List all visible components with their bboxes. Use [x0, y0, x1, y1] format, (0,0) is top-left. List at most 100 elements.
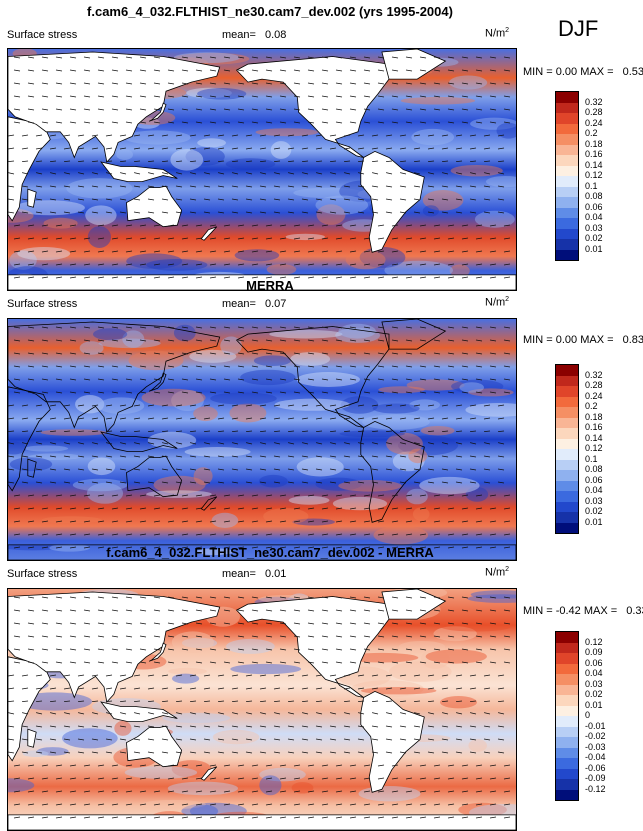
- wind-arrow: [413, 687, 421, 690]
- wind-arrow: [55, 635, 63, 638]
- wind-arrow: [469, 417, 477, 420]
- wind-arrow: [8, 417, 15, 420]
- wind-arrow: [307, 391, 315, 394]
- coastline: [100, 161, 178, 183]
- field-patch: [292, 518, 335, 526]
- wind-arrow: [503, 622, 511, 625]
- wind-arrow: [475, 596, 483, 599]
- wind-arrow: [405, 82, 413, 85]
- wind-arrow: [399, 417, 407, 420]
- field-patch: [240, 369, 296, 386]
- wind-arrow: [125, 507, 133, 510]
- wind-arrow: [167, 391, 175, 394]
- colorbar-tick-label: 0.08: [585, 191, 603, 201]
- wind-arrow: [386, 160, 393, 162]
- wind-arrow: [22, 160, 29, 162]
- wind-arrow: [307, 108, 315, 111]
- wind-arrow: [217, 674, 225, 677]
- wind-arrow: [405, 546, 413, 549]
- field-patch: [340, 396, 379, 414]
- wind-arrow: [195, 326, 203, 329]
- wind-arrow: [83, 95, 91, 98]
- wind-arrow: [391, 237, 399, 240]
- wind-arrow: [209, 326, 217, 329]
- wind-arrow: [335, 56, 343, 59]
- wind-arrow: [259, 674, 267, 677]
- colorbar-tick-label: 0.2: [585, 401, 598, 411]
- wind-arrow: [343, 147, 351, 150]
- wind-arrow: [232, 160, 239, 162]
- wind-arrow: [13, 82, 21, 85]
- colorbar-tick-label: 0.1: [585, 453, 598, 464]
- panel-1-colorbar-ticks: 0.32 0.28 0.24 0.2 0.18 0.16 0.14 0.12 0.1 0.08 0.…: [585, 91, 635, 261]
- wind-arrow: [251, 391, 259, 394]
- wind-arrow: [125, 790, 133, 793]
- field-patch: [146, 490, 212, 498]
- wind-arrow: [125, 365, 133, 368]
- wind-arrow: [330, 430, 337, 432]
- field-patch: [433, 626, 477, 642]
- wind-arrow: [335, 250, 343, 253]
- wind-arrow: [279, 326, 287, 329]
- wind-arrow: [91, 687, 99, 690]
- wind-arrow: [391, 224, 399, 227]
- wind-arrow: [475, 108, 483, 111]
- wind-arrow: [55, 121, 63, 124]
- wind-arrow: [97, 237, 105, 240]
- wind-arrow: [231, 147, 239, 150]
- wind-arrow: [41, 790, 49, 793]
- wind-arrow: [106, 442, 113, 445]
- wind-arrow: [405, 661, 413, 664]
- wind-arrow: [133, 687, 141, 690]
- wind-arrow: [419, 378, 427, 381]
- wind-arrow: [447, 622, 455, 625]
- wind-arrow: [461, 365, 469, 368]
- wind-arrow: [97, 507, 105, 510]
- wind-arrow: [265, 764, 273, 767]
- field-patch: [170, 149, 204, 171]
- wind-arrow: [106, 430, 113, 432]
- wind-arrow: [293, 764, 301, 767]
- wind-arrow: [203, 751, 211, 754]
- wind-arrow: [399, 481, 407, 484]
- wind-arrow: [405, 365, 413, 368]
- field-patch: [193, 467, 213, 485]
- field-patch: [141, 388, 206, 407]
- wind-arrow: [119, 674, 127, 677]
- wind-arrow: [469, 455, 477, 458]
- wind-arrow: [251, 609, 259, 612]
- colorbar-swatch: [556, 695, 578, 706]
- wind-arrow: [371, 674, 379, 677]
- wind-arrow: [176, 430, 183, 432]
- wind-arrow: [503, 224, 511, 227]
- wind-arrow: [246, 712, 253, 715]
- wind-arrow: [55, 339, 63, 342]
- wind-arrow: [433, 69, 441, 72]
- wind-arrow: [273, 738, 281, 741]
- colorbar-swatch: [556, 512, 578, 523]
- wind-arrow: [8, 172, 15, 175]
- wind-arrow: [503, 365, 511, 368]
- wind-arrow: [349, 276, 357, 279]
- wind-arrow: [259, 738, 267, 741]
- wind-arrow: [181, 609, 189, 612]
- wind-arrow: [447, 224, 455, 227]
- wind-arrow: [111, 596, 119, 599]
- wind-arrow: [287, 687, 295, 690]
- field-patch: [79, 341, 104, 355]
- wind-arrow: [27, 276, 35, 279]
- wind-arrow: [190, 160, 197, 162]
- wind-arrow: [139, 803, 147, 806]
- wind-arrow: [484, 160, 491, 162]
- wind-arrow: [97, 276, 105, 279]
- wind-arrow: [181, 648, 189, 651]
- wind-arrow: [335, 764, 343, 767]
- wind-arrow: [245, 134, 253, 137]
- wind-arrow: [8, 674, 15, 677]
- wind-arrow: [105, 211, 113, 214]
- wind-arrow: [27, 661, 35, 664]
- wind-arrow: [119, 468, 127, 471]
- wind-arrow: [217, 725, 225, 728]
- wind-arrow: [441, 134, 449, 137]
- wind-arrow: [391, 378, 399, 381]
